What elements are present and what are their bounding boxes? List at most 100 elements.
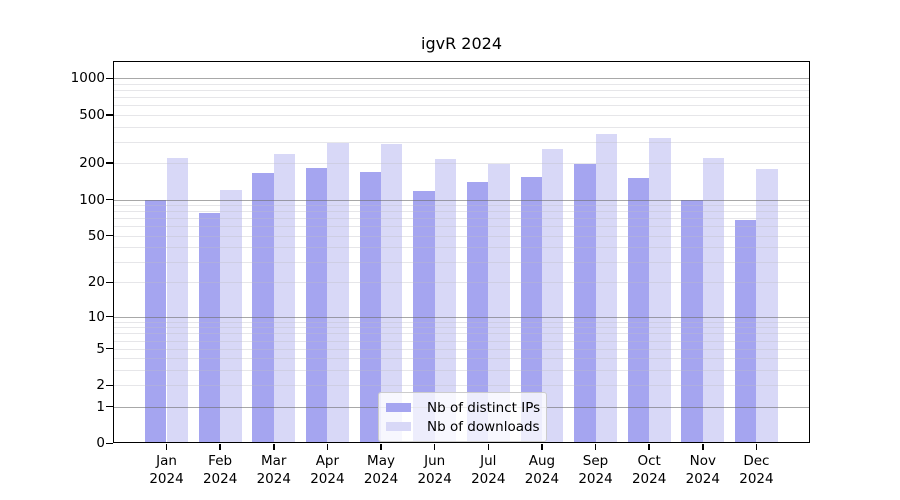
bar-downloads	[702, 158, 725, 444]
minor-gridline	[113, 141, 810, 143]
major-gridline	[113, 316, 810, 318]
legend-swatch-ips	[386, 402, 411, 413]
y-tick-mark	[106, 114, 113, 116]
y-tick-label: 500	[79, 106, 105, 123]
x-tick-mark	[648, 444, 650, 451]
legend-swatch-downloads	[386, 421, 411, 432]
x-tick-mark	[380, 444, 382, 451]
x-tick-mark	[487, 444, 490, 451]
y-tick-label: 20	[87, 274, 105, 291]
minor-gridline	[113, 385, 810, 387]
x-tick-label: Jun 2024	[417, 453, 452, 488]
minor-gridline	[113, 163, 810, 165]
bar-downloads	[434, 159, 457, 444]
minor-gridline	[113, 90, 810, 92]
legend-label-downloads: Nb of downloads	[427, 418, 540, 435]
bar-downloads	[273, 153, 296, 444]
bar-downloads	[220, 189, 242, 444]
minor-gridline	[113, 327, 810, 329]
y-tick-mark	[106, 384, 113, 387]
minor-gridline	[113, 97, 810, 99]
minor-gridline	[113, 247, 810, 249]
x-tick-label: Feb 2024	[202, 453, 238, 488]
minor-gridline	[113, 370, 810, 372]
y-tick-label: 50	[87, 227, 105, 244]
minor-gridline	[113, 348, 810, 350]
minor-gridline	[113, 114, 810, 116]
legend-row-ips: Nb of distinct IPs	[386, 398, 541, 417]
x-tick-label: Nov 2024	[685, 453, 720, 488]
y-tick-mark	[106, 234, 113, 237]
bar-distinct-ips	[359, 171, 381, 444]
x-tick-mark	[433, 444, 436, 451]
bar-downloads	[166, 158, 188, 444]
bar-downloads	[595, 134, 617, 444]
x-tick-label: Dec 2024	[739, 453, 774, 488]
y-tick-label: 100	[79, 191, 105, 208]
y-tick-mark	[106, 162, 113, 164]
x-tick-mark	[541, 444, 543, 451]
major-gridline	[113, 78, 810, 80]
minor-gridline	[113, 333, 810, 335]
minor-gridline	[113, 226, 810, 228]
y-tick-mark	[106, 77, 113, 80]
y-tick-mark	[106, 281, 113, 284]
minor-gridline	[113, 105, 810, 107]
x-tick-label: Oct 2024	[631, 453, 667, 488]
bar-distinct-ips	[252, 173, 274, 444]
x-tick-mark	[165, 444, 168, 451]
minor-gridline	[113, 235, 810, 237]
legend-label-ips: Nb of distinct IPs	[427, 399, 541, 416]
y-tick-label: 1	[96, 398, 105, 415]
bar-downloads	[541, 149, 564, 444]
major-gridline	[113, 199, 810, 201]
x-tick-label: Jan 2024	[149, 453, 184, 488]
x-tick-mark	[273, 444, 275, 451]
bar-distinct-ips	[198, 213, 221, 444]
minor-gridline	[113, 83, 810, 85]
minor-gridline	[113, 205, 810, 207]
x-tick-label: Mar 2024	[256, 453, 291, 488]
y-tick-mark	[106, 347, 113, 350]
bar-distinct-ips	[574, 163, 596, 444]
bar-distinct-ips	[466, 181, 489, 444]
bar-distinct-ips	[145, 199, 167, 444]
bar-distinct-ips	[681, 199, 703, 444]
x-tick-mark	[594, 444, 597, 451]
y-tick-label: 5	[96, 340, 105, 357]
bar-distinct-ips	[735, 219, 757, 444]
bar-downloads	[488, 163, 510, 444]
bar-downloads	[381, 143, 403, 444]
x-tick-mark	[702, 444, 704, 451]
y-tick-label: 0	[96, 435, 105, 452]
legend: Nb of distinct IPs Nb of downloads	[378, 392, 547, 442]
bar-downloads	[756, 168, 778, 444]
x-tick-label: Apr 2024	[310, 453, 345, 488]
minor-gridline	[113, 321, 810, 323]
x-tick-mark	[755, 444, 758, 451]
minor-gridline	[113, 282, 810, 284]
minor-gridline	[113, 261, 810, 263]
y-tick-label: 1000	[70, 70, 105, 87]
y-tick-mark	[106, 315, 113, 318]
x-tick-label: Aug 2024	[524, 453, 560, 488]
minor-gridline	[113, 340, 810, 342]
legend-row-downloads: Nb of downloads	[386, 417, 540, 436]
x-tick-mark	[326, 444, 329, 451]
bar-distinct-ips	[627, 178, 650, 444]
minor-gridline	[113, 358, 810, 360]
x-tick-label: Sep 2024	[578, 453, 613, 488]
x-tick-label: Jul 2024	[471, 453, 506, 488]
minor-gridline	[113, 211, 810, 213]
x-tick-label: May 2024	[363, 453, 399, 488]
chart-title: igvR 2024	[421, 34, 502, 53]
minor-gridline	[113, 126, 810, 128]
bar-downloads	[327, 142, 349, 444]
bar-distinct-ips	[305, 168, 328, 444]
minor-gridline	[113, 218, 810, 220]
y-tick-label: 10	[87, 308, 105, 325]
y-tick-label: 200	[79, 155, 105, 172]
y-tick-mark	[106, 405, 113, 408]
bar-distinct-ips	[520, 176, 542, 444]
